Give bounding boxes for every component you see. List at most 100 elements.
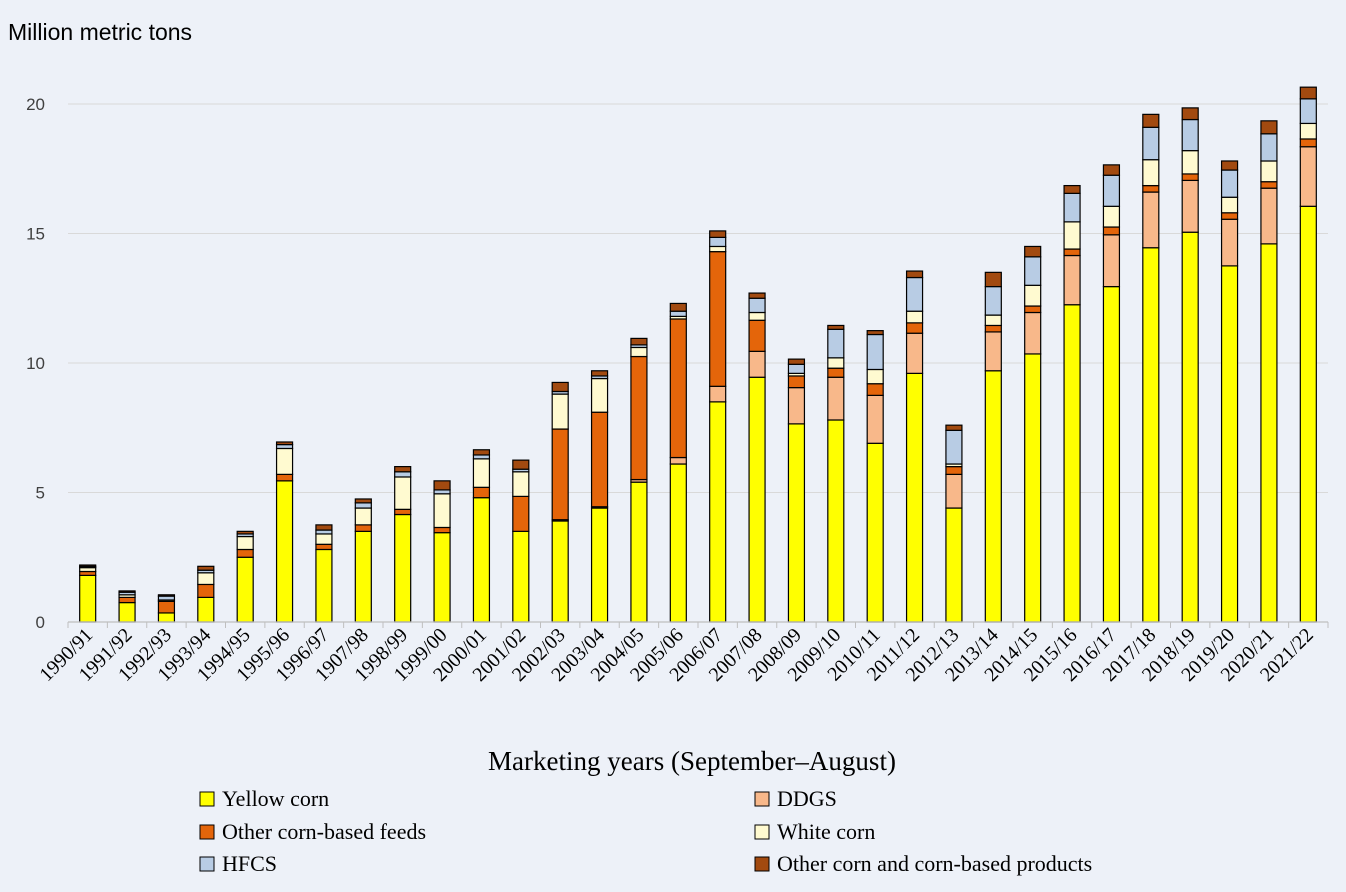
y-tick-label: 5 bbox=[36, 484, 45, 503]
bar-segment bbox=[157, 600, 176, 614]
bar-segment bbox=[984, 271, 1002, 288]
bar-segment bbox=[905, 322, 924, 334]
bar-segment bbox=[787, 387, 806, 425]
bar-segment bbox=[866, 368, 884, 385]
bar-segment bbox=[118, 601, 136, 623]
bar-segment bbox=[905, 270, 924, 279]
bar-segment bbox=[1299, 138, 1317, 148]
bar-segment bbox=[630, 346, 648, 358]
bar-segment bbox=[236, 548, 254, 558]
legend: Yellow corn DDGS Other corn-based feeds Whi… bbox=[199, 786, 1092, 876]
bar-segment bbox=[1220, 169, 1239, 198]
legend-label: Other corn and corn-based products bbox=[777, 851, 1092, 876]
bar-segment bbox=[787, 363, 806, 374]
bar-segment bbox=[197, 596, 215, 623]
legend-label: HFCS bbox=[222, 851, 277, 876]
bar-segment bbox=[669, 302, 687, 312]
bar-segment bbox=[1260, 181, 1278, 189]
bar-segment bbox=[1102, 234, 1121, 288]
bar-segment bbox=[275, 441, 294, 446]
bar-segment bbox=[827, 376, 845, 421]
bar-segment bbox=[590, 411, 609, 508]
bar-segment bbox=[1063, 254, 1081, 306]
bar-segment bbox=[236, 535, 254, 551]
bar-segment bbox=[984, 314, 1002, 327]
bar-segment bbox=[1142, 184, 1160, 193]
bar-segment bbox=[669, 310, 687, 317]
bar-segment bbox=[590, 507, 609, 623]
bar-segment bbox=[1142, 247, 1160, 623]
x-axis bbox=[67, 621, 1329, 628]
bar-segment bbox=[1142, 113, 1160, 128]
bar-segment bbox=[1102, 164, 1121, 176]
bar-segment bbox=[1024, 353, 1042, 623]
bar-segment bbox=[394, 476, 412, 510]
bar-segment bbox=[1299, 146, 1317, 207]
bar-segment bbox=[709, 236, 727, 248]
bar-segment bbox=[748, 311, 766, 321]
bar-segment bbox=[551, 381, 569, 393]
bar-segment bbox=[315, 524, 333, 531]
bar-segment bbox=[551, 520, 569, 623]
bar-segment bbox=[118, 596, 136, 604]
bar-segment bbox=[866, 333, 884, 371]
bar-segment bbox=[748, 319, 766, 352]
legend-swatch bbox=[754, 856, 770, 872]
bar-segment bbox=[905, 332, 924, 374]
legend-swatch bbox=[754, 791, 770, 807]
bar-segment bbox=[1063, 192, 1081, 223]
bar-segment bbox=[1181, 118, 1199, 152]
bar-segment bbox=[827, 419, 845, 623]
bar-segment bbox=[787, 375, 806, 389]
bar-segment bbox=[669, 318, 687, 459]
legend-swatch bbox=[199, 791, 215, 807]
bar-segment bbox=[709, 401, 727, 623]
bar-segment bbox=[630, 481, 648, 623]
bar-segment bbox=[512, 471, 530, 497]
bar-segment bbox=[630, 337, 648, 346]
bar-segment bbox=[1181, 150, 1199, 175]
bar-segment bbox=[433, 526, 451, 534]
bar-segment bbox=[512, 459, 530, 470]
bar-segment bbox=[1220, 218, 1239, 267]
bar-segment bbox=[1102, 285, 1121, 623]
bar-segment bbox=[1260, 160, 1278, 183]
bar-segment bbox=[1181, 179, 1199, 233]
legend-swatch bbox=[199, 824, 215, 840]
bar-segment bbox=[79, 564, 97, 567]
legend-label: Other corn-based feeds bbox=[222, 819, 426, 844]
bar-segment bbox=[157, 612, 176, 623]
legend-label: DDGS bbox=[777, 786, 837, 811]
bar-segment bbox=[709, 230, 727, 238]
bar-segment bbox=[1299, 122, 1317, 140]
bar-segment bbox=[1024, 305, 1042, 314]
bar-segment bbox=[394, 513, 412, 623]
bar-segment bbox=[472, 486, 491, 499]
bar-segment bbox=[669, 456, 687, 465]
bar-segment bbox=[1260, 243, 1278, 623]
bar-segment bbox=[1181, 231, 1199, 623]
bar-segment bbox=[315, 543, 333, 551]
bar-segment bbox=[472, 449, 491, 456]
bar-segment bbox=[1220, 265, 1239, 623]
bar-segment bbox=[590, 370, 609, 377]
bar-segment bbox=[1220, 212, 1239, 220]
bar-segment bbox=[748, 292, 766, 299]
bar-segment bbox=[275, 447, 294, 475]
bar-segment bbox=[1181, 107, 1199, 121]
bar-segment bbox=[905, 310, 924, 324]
bar-segment bbox=[1142, 159, 1160, 187]
bar-segment bbox=[984, 285, 1002, 316]
bar-segment bbox=[945, 466, 963, 475]
bar-segment bbox=[905, 276, 924, 312]
bar-segment bbox=[197, 572, 215, 586]
y-tick-labels: 0 5 10 15 20 bbox=[26, 95, 45, 632]
bar-segment bbox=[236, 556, 254, 623]
bar-segment bbox=[1299, 86, 1317, 100]
bar-segment bbox=[551, 393, 569, 430]
bar-segment bbox=[984, 331, 1002, 372]
bar-segment bbox=[354, 530, 372, 623]
bar-segment bbox=[472, 497, 491, 623]
bar-segment bbox=[512, 530, 530, 623]
